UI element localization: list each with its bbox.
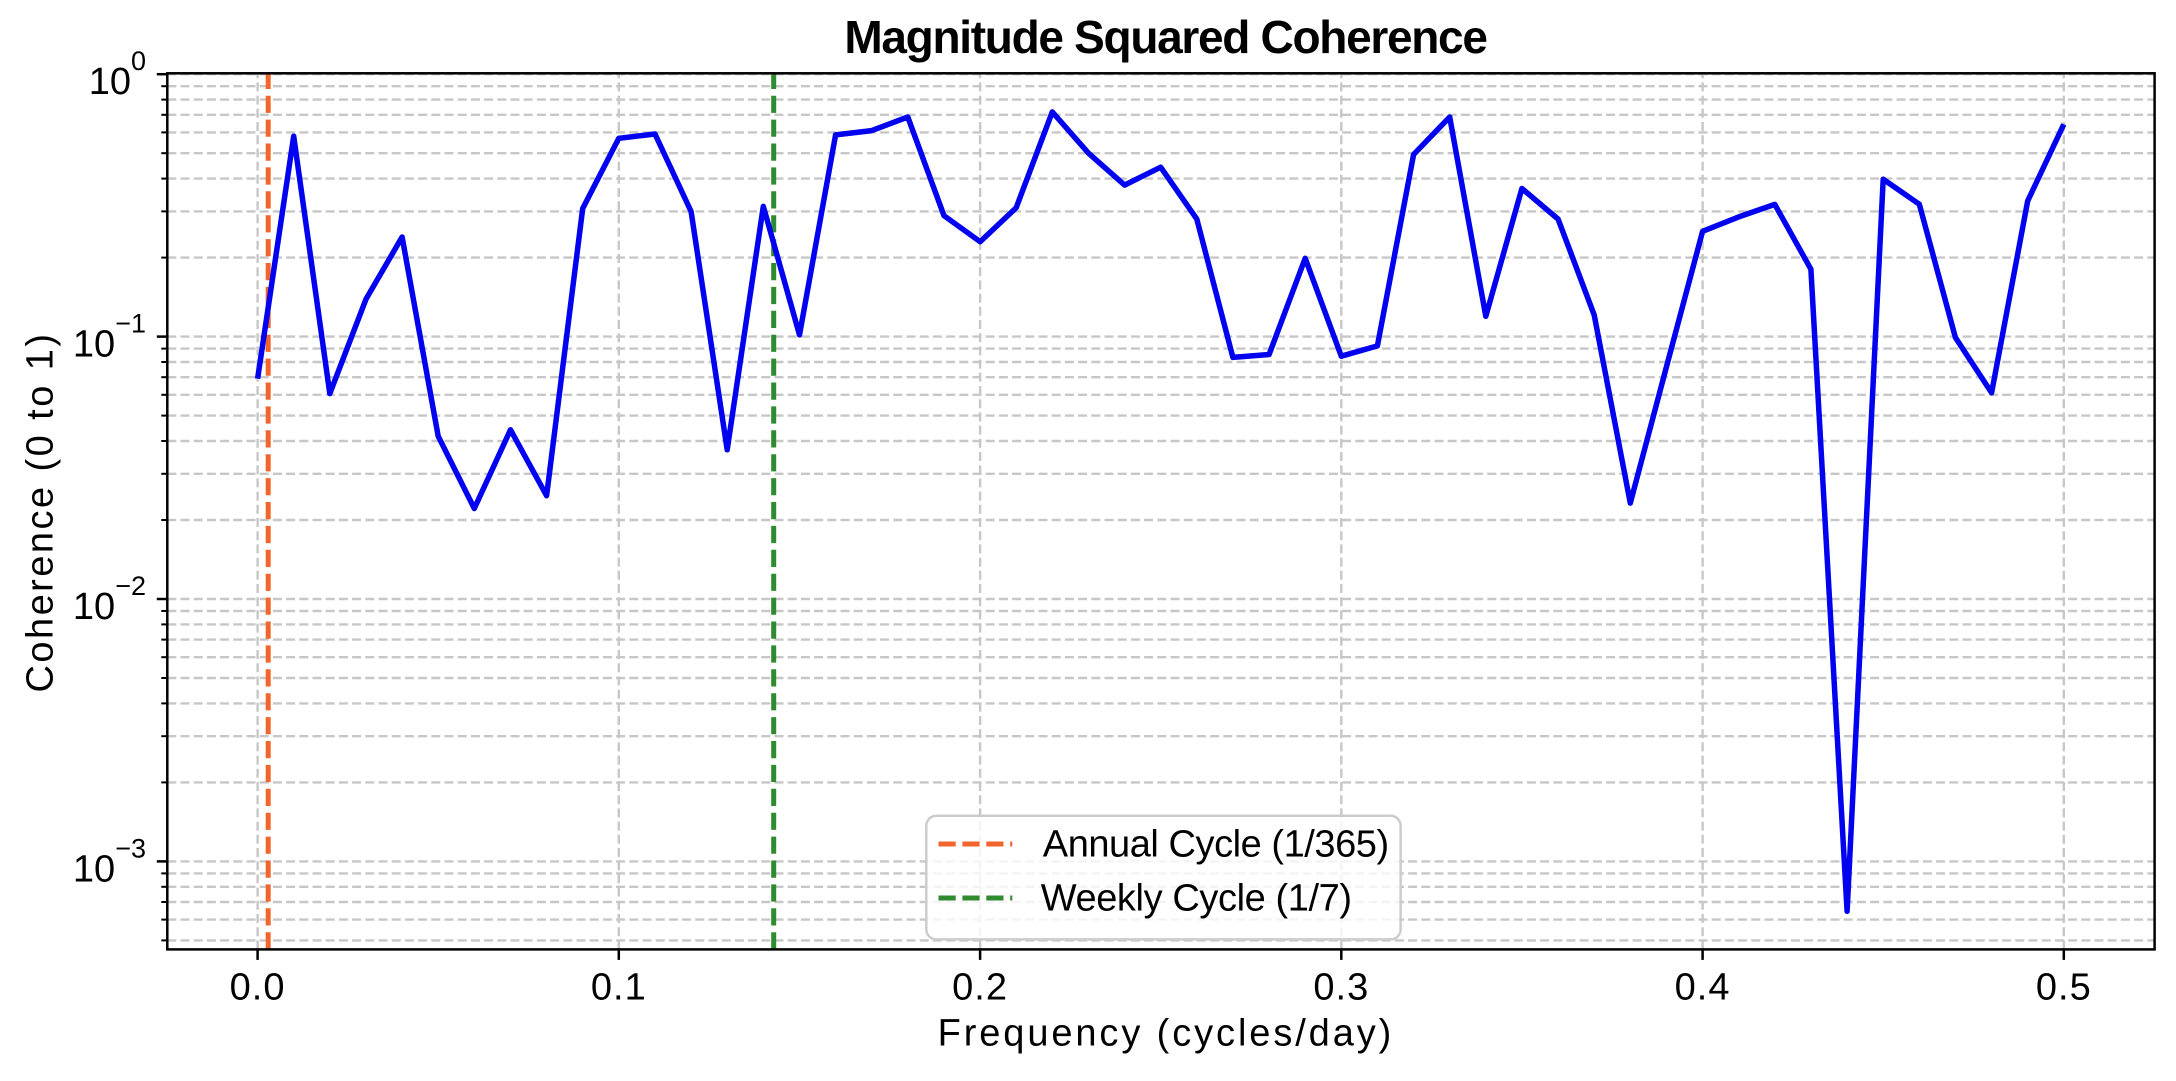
svg-text:0.1: 0.1: [591, 966, 647, 1008]
svg-text:10−2: 10−2: [73, 571, 146, 628]
svg-text:0.5: 0.5: [2036, 966, 2092, 1008]
svg-text:0.3: 0.3: [1313, 966, 1369, 1008]
svg-text:Coherence (0 to 1): Coherence (0 to 1): [20, 332, 62, 693]
svg-text:Weekly Cycle (1/7): Weekly Cycle (1/7): [1041, 877, 1352, 919]
svg-text:100: 100: [89, 46, 146, 103]
svg-text:10−1: 10−1: [73, 309, 146, 366]
svg-text:Frequency (cycles/day): Frequency (cycles/day): [938, 1012, 1395, 1054]
svg-text:Annual Cycle (1/365): Annual Cycle (1/365): [1043, 824, 1389, 866]
svg-text:0.4: 0.4: [1675, 966, 1731, 1008]
svg-text:0.2: 0.2: [952, 966, 1008, 1008]
svg-text:Magnitude Squared Coherence: Magnitude Squared Coherence: [844, 11, 1487, 63]
svg-text:10−3: 10−3: [73, 833, 146, 890]
svg-text:0.0: 0.0: [230, 966, 286, 1008]
